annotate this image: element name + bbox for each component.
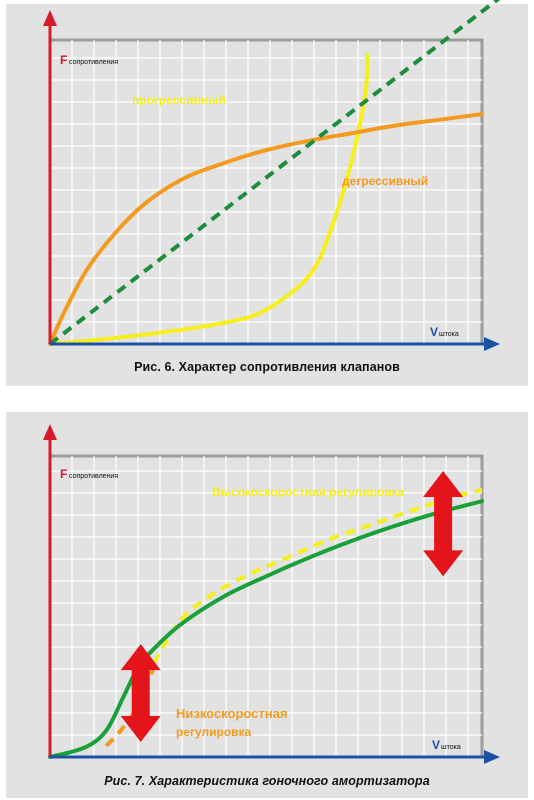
plot-frame	[48, 454, 484, 759]
label-low-speed-line1: Низкоскоростная	[176, 706, 287, 721]
label-progressive: прогрессивный	[132, 93, 226, 107]
x-axis-label-main: V	[430, 325, 438, 339]
x-axis-arrowhead	[484, 750, 500, 764]
y-axis-arrowhead	[43, 10, 57, 26]
y-axis-label-main: F	[60, 53, 67, 67]
x-axis-arrowhead	[484, 337, 500, 351]
plot-frame	[48, 38, 484, 346]
series-line-2	[48, 112, 484, 346]
y-axis-label-sub: сопротивления	[69, 59, 118, 66]
label-high-speed: Высокоскоростная регулировка	[212, 485, 405, 499]
double-arrow-1	[120, 644, 161, 742]
label-low-speed-line2: регулировка	[176, 725, 252, 739]
figure-6-caption: Рис. 6. Характер сопротивления клапанов	[134, 360, 400, 374]
series-line-2	[104, 662, 158, 748]
y-axis-arrowhead	[43, 424, 57, 440]
double-arrow-2	[423, 471, 464, 577]
x-axis-label-sub: штока	[439, 331, 459, 338]
label-degressive: дегрессивный	[342, 174, 428, 188]
figure-7-caption: Рис. 7. Характеристика гоночного амортиз…	[104, 774, 430, 788]
y-axis-label-sub: сопротивления	[69, 473, 118, 480]
x-axis-label-main: V	[432, 738, 440, 752]
series-line-1	[48, 53, 370, 346]
series-line-3	[48, 499, 484, 759]
x-axis-label-sub: штока	[441, 744, 461, 751]
y-axis-label-main: F	[60, 467, 67, 481]
series-line-3	[48, 0, 501, 346]
